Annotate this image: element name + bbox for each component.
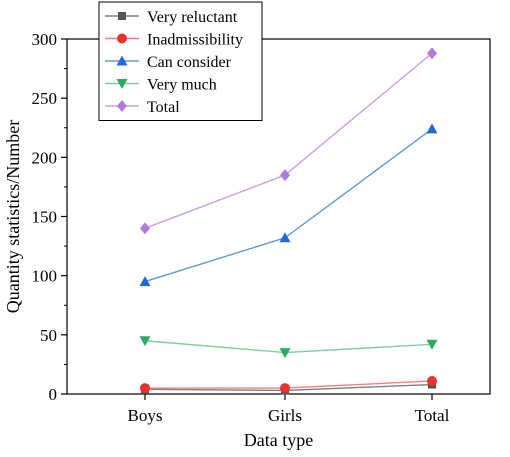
data-point: [279, 348, 291, 359]
legend-item: Inadmissibility: [105, 32, 243, 49]
x-axis-title: Data type: [244, 430, 313, 450]
legend-label: Can consider: [147, 54, 232, 71]
legend-item: Very reluctant: [105, 9, 238, 26]
y-axis-title: Quantity statistics/Number: [3, 120, 23, 313]
y-tick-label: 250: [32, 89, 58, 108]
legend: Very reluctant Inadmissibility Can conside…: [98, 1, 263, 121]
legend-marker: [118, 12, 126, 20]
data-point: [140, 222, 150, 235]
series-very-much: [139, 336, 438, 359]
y-tick-label: 200: [32, 148, 58, 167]
legend-marker: [116, 79, 128, 89]
y-tick-label: 300: [32, 30, 58, 49]
y-tick-label: 50: [40, 326, 57, 345]
legend-marker: [117, 100, 127, 112]
y-tick-label: 0: [49, 385, 58, 404]
legend-label: Inadmissibility: [147, 32, 243, 49]
data-point: [427, 47, 437, 60]
data-point: [427, 375, 437, 386]
data-point: [279, 232, 291, 243]
series-inadmissibility: [140, 375, 437, 394]
data-point: [426, 339, 438, 350]
y-tick-label: 150: [32, 208, 58, 227]
series-total: [140, 47, 437, 235]
series-can-consider: [139, 123, 438, 287]
data-point: [139, 276, 151, 287]
legend-item: Total: [105, 99, 180, 116]
data-point: [426, 123, 438, 134]
legend-marker: [117, 33, 127, 44]
legend-label: Very much: [147, 77, 217, 94]
x-tick-label: Total: [415, 406, 450, 425]
x-tick-label: Boys: [128, 406, 163, 425]
legend-marker: [116, 55, 128, 66]
x-tick-label: Girls: [268, 406, 302, 425]
data-point: [280, 169, 290, 182]
series-line: [144, 128, 433, 283]
y-axis-ticks: 0 50 100 150 200 250 300: [32, 30, 67, 404]
legend-item: Very much: [105, 77, 217, 94]
series-layer: [139, 47, 438, 395]
data-point: [140, 383, 150, 394]
data-point: [280, 383, 290, 394]
legend-label: Very reluctant: [147, 9, 238, 26]
legend-item: Can consider: [105, 54, 232, 71]
legend-label: Total: [147, 99, 180, 116]
x-axis-ticks: Boys Girls Total: [128, 394, 450, 425]
y-tick-label: 100: [32, 267, 58, 286]
data-point: [139, 336, 151, 347]
